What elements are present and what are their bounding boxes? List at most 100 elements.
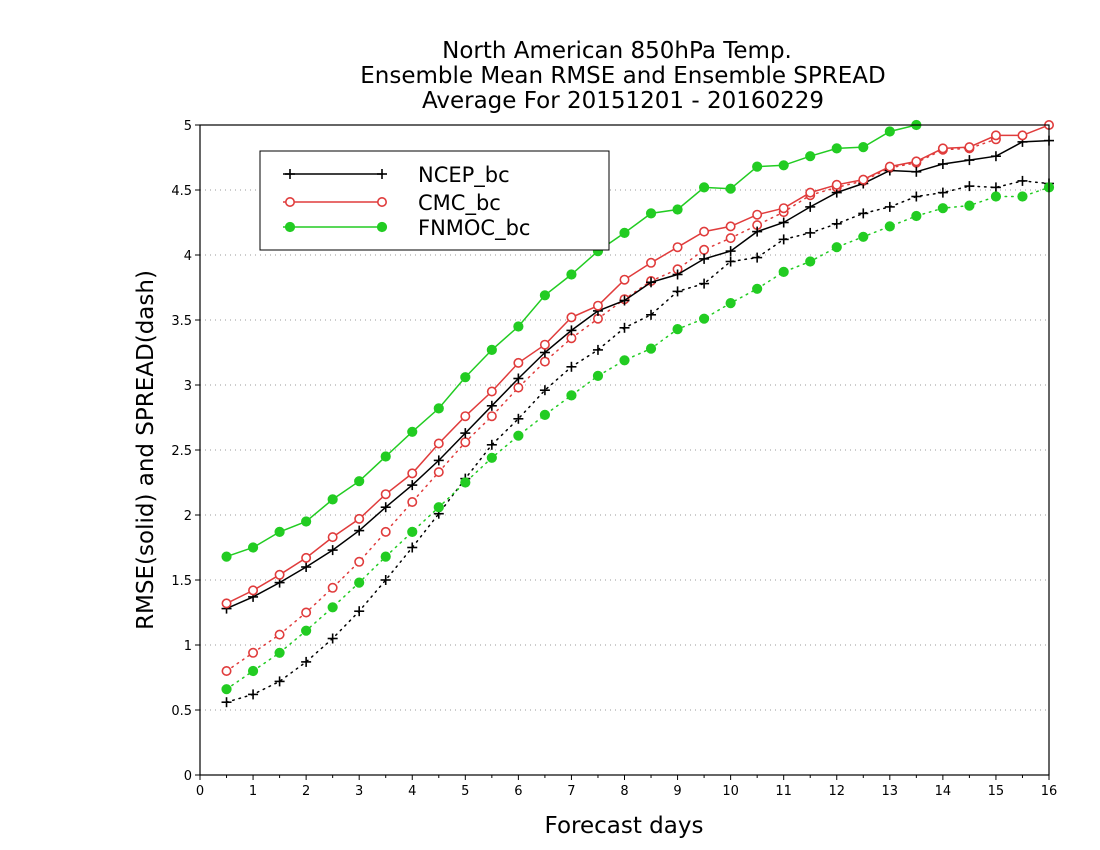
spread-point-FNMOC_bc bbox=[539, 409, 551, 420]
rmse-point-CMC_bc bbox=[858, 174, 869, 185]
rmse-point-FNMOC_bc bbox=[884, 126, 895, 137]
legend-marker-right-NCEP_bc bbox=[377, 169, 387, 179]
x-tick-label: 11 bbox=[775, 784, 792, 799]
spread-point-NCEP_bc bbox=[964, 181, 975, 192]
spread-point-NCEP_bc bbox=[380, 575, 391, 585]
x-tick-label: 10 bbox=[722, 784, 739, 799]
legend-marker-left-FNMOC_bc bbox=[284, 221, 296, 233]
spread-point-CMC_bc bbox=[407, 496, 418, 507]
spread-point-FNMOC_bc bbox=[831, 242, 842, 253]
rmse-point-CMC_bc bbox=[964, 142, 975, 153]
spread-point-FNMOC_bc bbox=[247, 665, 259, 677]
plot-frame bbox=[199, 124, 1050, 776]
rmse-point-FNMOC_bc bbox=[645, 208, 657, 219]
y-tick-label: 2 bbox=[184, 509, 192, 524]
rmse-point-NCEP_bc bbox=[619, 295, 630, 306]
spread-point-NCEP_bc bbox=[274, 676, 285, 687]
x-tick-label: 3 bbox=[355, 784, 363, 799]
spread-point-NCEP_bc bbox=[301, 656, 312, 667]
rmse-point-FNMOC_bc bbox=[725, 183, 736, 194]
rmse-point-CMC_bc bbox=[460, 411, 471, 422]
y-tick-label: 4 bbox=[184, 249, 192, 264]
rmse-point-NCEP_bc bbox=[672, 269, 683, 280]
rmse-point-FNMOC_bc bbox=[380, 451, 391, 462]
spread-point-FNMOC_bc bbox=[778, 266, 789, 277]
rmse-point-CMC_bc bbox=[221, 598, 232, 609]
x-tick-label: 12 bbox=[828, 784, 845, 799]
legend-marker-right-FNMOC_bc bbox=[376, 221, 388, 233]
legend-marker-left-CMC_bc bbox=[284, 197, 295, 208]
rmse-point-FNMOC_bc bbox=[274, 526, 285, 538]
spread-point-FNMOC_bc bbox=[486, 452, 497, 463]
rmse-point-CMC_bc bbox=[566, 312, 577, 323]
rmse-point-CMC_bc bbox=[778, 203, 789, 214]
y-tick-label: 0.5 bbox=[171, 704, 192, 719]
spread-point-CMC_bc bbox=[699, 244, 710, 255]
spread-point-FNMOC_bc bbox=[301, 625, 312, 636]
legend-item-NCEP_bc: NCEP_bc bbox=[283, 163, 510, 188]
rmse-point-CMC_bc bbox=[884, 161, 895, 172]
rmse-point-NCEP_bc bbox=[486, 400, 497, 411]
spread-point-NCEP_bc bbox=[327, 633, 338, 644]
series-FNMOC_bc-rmse bbox=[221, 119, 922, 562]
spread-point-FNMOC_bc bbox=[221, 684, 232, 695]
spread-point-FNMOC_bc bbox=[911, 210, 922, 222]
rmse-point-CMC_bc bbox=[248, 585, 259, 596]
spread-point-CMC_bc bbox=[725, 233, 736, 244]
spread-point-FNMOC_bc bbox=[672, 324, 683, 335]
rmse-point-NCEP_bc bbox=[964, 155, 975, 166]
axis-ticks: 00.511.522.533.544.550 1 2 3 4 5 6 7 8 9 10 11 12 13 1… bbox=[171, 119, 1057, 799]
y-axis-label: RMSE(solid) and SPREAD(dash) bbox=[133, 270, 159, 630]
x-tick-label: 5 bbox=[461, 784, 469, 799]
x-tick-label: 1 bbox=[249, 784, 257, 799]
rmse-point-FNMOC_bc bbox=[327, 494, 338, 505]
spread-point-FNMOC_bc bbox=[937, 203, 948, 214]
x-axis-label: Forecast days bbox=[545, 813, 704, 839]
series-FNMOC_bc-spread bbox=[221, 182, 1055, 695]
spread-point-FNMOC_bc bbox=[645, 343, 657, 354]
rmse-point-FNMOC_bc bbox=[831, 143, 842, 154]
spread-point-NCEP_bc bbox=[619, 322, 630, 333]
rmse-point-NCEP_bc bbox=[778, 217, 789, 228]
rmse-point-CMC_bc bbox=[672, 242, 683, 253]
series-NCEP_bc-spread bbox=[221, 175, 1054, 708]
y-tick-label: 4.5 bbox=[171, 184, 192, 199]
spread-point-NCEP_bc bbox=[937, 187, 948, 198]
rmse-point-NCEP_bc bbox=[699, 253, 710, 264]
spread-point-NCEP_bc bbox=[699, 278, 710, 289]
rmse-point-NCEP_bc bbox=[301, 562, 312, 572]
spread-point-FNMOC_bc bbox=[1017, 191, 1028, 202]
rmse-point-CMC_bc bbox=[619, 274, 630, 285]
x-tick-label: 8 bbox=[620, 784, 628, 799]
rmse-point-NCEP_bc bbox=[513, 373, 524, 384]
spread-point-FNMOC_bc bbox=[354, 577, 365, 588]
spread-point-CMC_bc bbox=[380, 526, 391, 537]
legend-label-CMC_bc: CMC_bc bbox=[418, 191, 501, 216]
chart-title-line-2: Ensemble Mean RMSE and Ensemble SPREAD bbox=[360, 63, 885, 89]
rmse-point-NCEP_bc bbox=[327, 545, 338, 556]
x-tick-label: 4 bbox=[408, 784, 416, 799]
spread-point-FNMOC_bc bbox=[274, 647, 285, 658]
spread-point-NCEP_bc bbox=[221, 697, 232, 708]
spread-point-FNMOC_bc bbox=[380, 551, 391, 562]
rmse-point-NCEP_bc bbox=[990, 151, 1001, 162]
spread-point-NCEP_bc bbox=[884, 201, 895, 212]
rmse-point-CMC_bc bbox=[301, 552, 312, 563]
y-tick-label: 3 bbox=[184, 379, 192, 394]
rmse-point-NCEP_bc bbox=[407, 480, 418, 491]
spread-point-NCEP_bc bbox=[990, 182, 1001, 193]
rmse-point-FNMOC_bc bbox=[354, 476, 365, 487]
spread-point-CMC_bc bbox=[221, 665, 232, 676]
x-tick-label: 0 bbox=[196, 784, 204, 799]
rmse-point-FNMOC_bc bbox=[433, 403, 444, 414]
spread-point-FNMOC_bc bbox=[566, 390, 577, 401]
spread-point-NCEP_bc bbox=[354, 606, 365, 617]
rmse-point-FNMOC_bc bbox=[486, 344, 497, 355]
spread-point-CMC_bc bbox=[301, 607, 312, 618]
rmse-point-FNMOC_bc bbox=[221, 551, 232, 562]
spread-point-NCEP_bc bbox=[539, 385, 550, 396]
spread-point-CMC_bc bbox=[274, 629, 285, 640]
rmse-point-FNMOC_bc bbox=[460, 372, 471, 383]
spread-point-NCEP_bc bbox=[646, 309, 657, 320]
rmse-point-FNMOC_bc bbox=[752, 161, 763, 172]
